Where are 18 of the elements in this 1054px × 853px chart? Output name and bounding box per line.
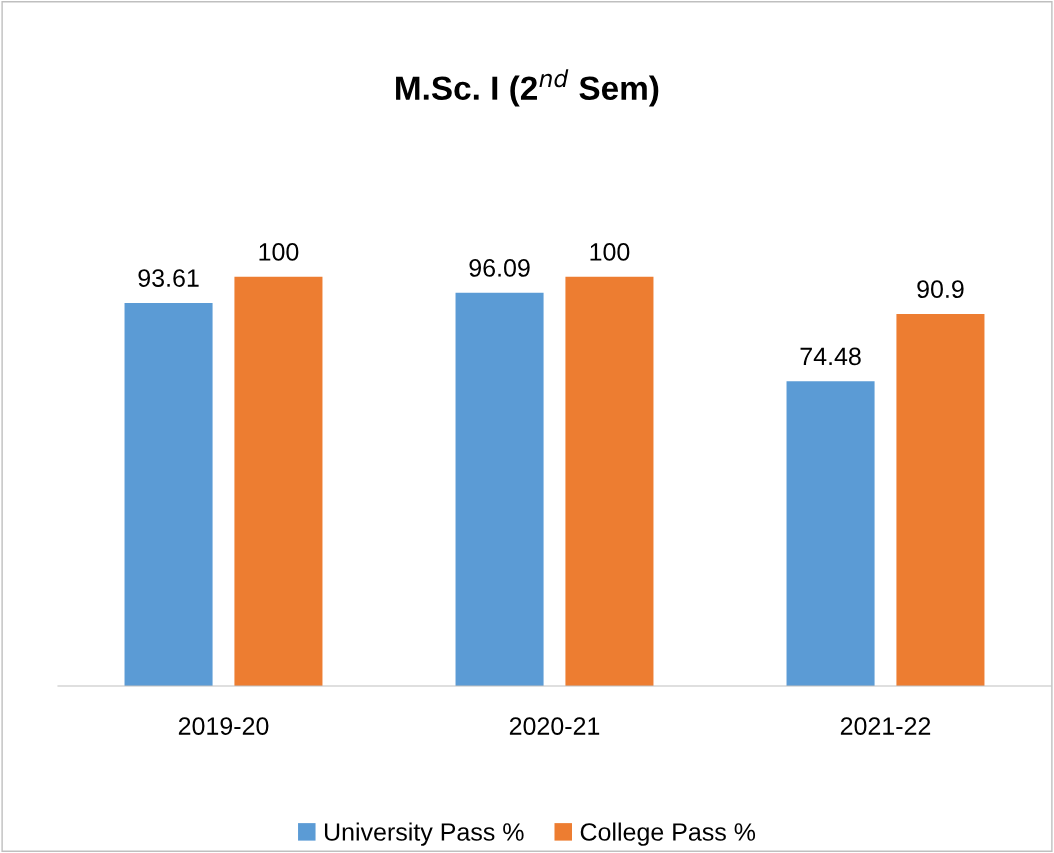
data-label: 100 [259, 243, 299, 261]
x-tick-label: 2021-22 [840, 717, 931, 735]
bar [786, 381, 875, 686]
legend-label: University Pass % [324, 822, 524, 846]
data-label: 96.09 [469, 259, 530, 277]
data-label: 74.48 [800, 347, 861, 366]
bar [565, 276, 654, 686]
data-label: 93.61 [138, 269, 199, 287]
x-tick-label: 2020-21 [509, 717, 600, 735]
bar [234, 276, 323, 686]
legend-label: College Pass % [580, 822, 756, 846]
x-tick-label: 2019-20 [178, 717, 269, 735]
data-label: 90.9 [917, 280, 964, 299]
bar [124, 302, 213, 686]
bar [896, 314, 985, 686]
data-label: 100 [590, 243, 630, 261]
chart-title: M.Sc. I (2$^{nd}$ Sem) [396, 69, 659, 107]
bar [455, 292, 544, 686]
